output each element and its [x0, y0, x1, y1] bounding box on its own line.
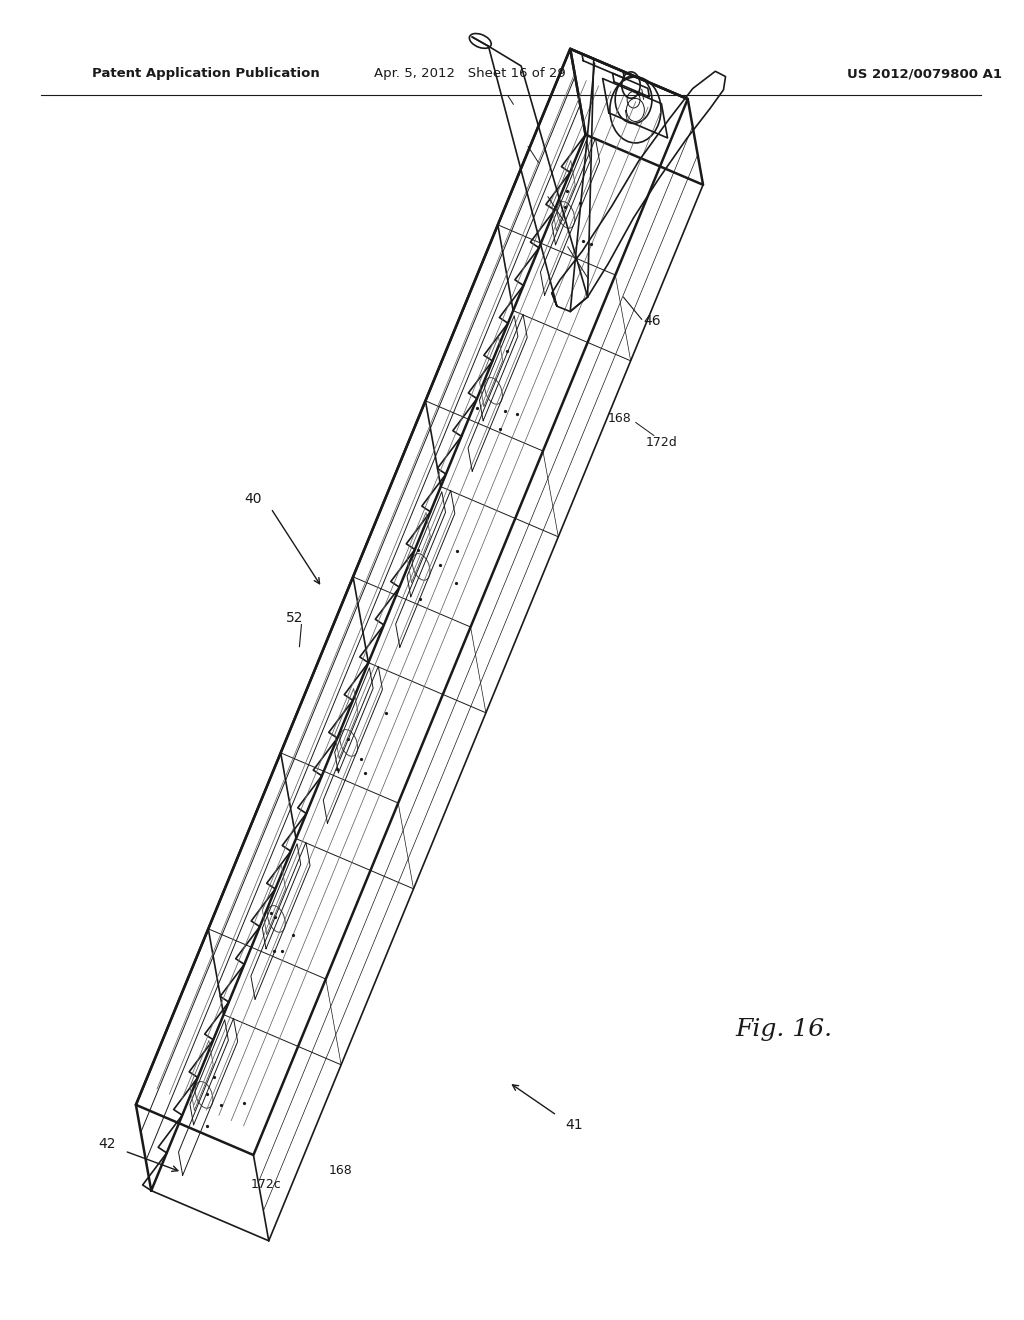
Text: 168: 168: [608, 412, 632, 425]
Text: 42: 42: [98, 1138, 116, 1151]
Text: Apr. 5, 2012   Sheet 16 of 29: Apr. 5, 2012 Sheet 16 of 29: [374, 67, 566, 81]
Text: 41: 41: [565, 1118, 583, 1131]
Text: 46: 46: [644, 314, 662, 327]
Text: 52: 52: [286, 611, 303, 624]
Text: 168: 168: [329, 1164, 353, 1177]
Text: 172c: 172c: [250, 1177, 282, 1191]
Text: Fig. 16.: Fig. 16.: [736, 1018, 833, 1041]
Text: Patent Application Publication: Patent Application Publication: [92, 67, 319, 81]
Text: 40: 40: [245, 492, 262, 506]
Text: US 2012/0079800 A1: US 2012/0079800 A1: [847, 67, 1002, 81]
Text: 172d: 172d: [646, 436, 678, 449]
